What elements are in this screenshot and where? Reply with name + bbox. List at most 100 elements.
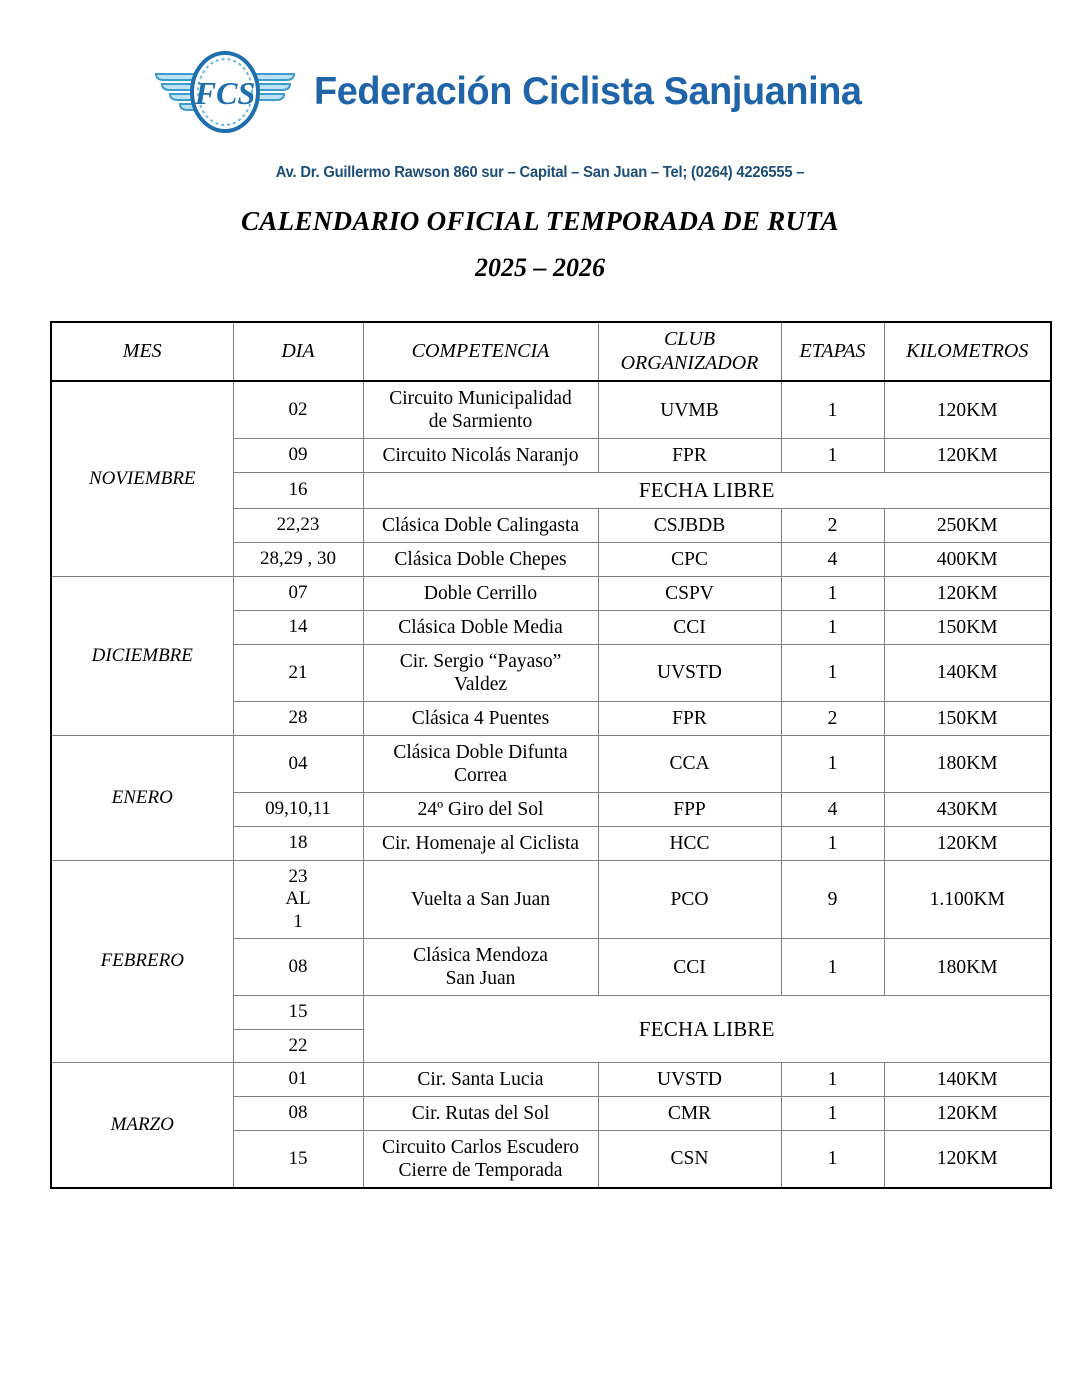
stages-cell: 1 [780,380,885,440]
calendar-table-wrap: MES DIA COMPETENCIA CLUB ORGANIZADOR ETA… [0,321,1080,1189]
stages-cell: 1 [780,938,885,997]
day-cell: 28,29 , 30 [232,541,364,577]
table-row-free-date: 15 FECHA LIBRE [51,995,1052,1063]
club-cell: UVSTD [597,1061,782,1097]
stages-cell: 1 [780,575,885,611]
competition-cell: 24º Giro del Sol [362,791,599,827]
table-row: 22,23 Clásica Doble Calingasta CSJBDB 2 … [51,507,1052,543]
club-cell: CSPV [597,575,782,611]
stages-cell: 9 [780,859,885,940]
stages-cell: 1 [780,1061,885,1097]
fcs-winged-emblem-icon: FCS [150,46,300,138]
stages-cell: 1 [780,825,885,861]
kilometers-cell: 430KM [883,791,1052,827]
day-cell: 22,23 [232,507,364,543]
table-row-free-date: 22 [51,1028,1051,1063]
column-header-club-organizador: CLUB ORGANIZADOR [597,321,782,383]
kilometers-cell: 150KM [883,609,1052,645]
table-row: DICIEMBRE 07 Doble Cerrillo CSPV 1 120KM [50,575,1052,736]
day-cell: 22 [232,1028,364,1063]
letterhead: FCS Federación Ciclista Sanjuanina [0,0,1080,138]
stages-cell: 4 [780,791,885,827]
table-row: 21 Cir. Sergio “Payaso” Valdez UVSTD 1 1… [51,643,1052,702]
table-row: MARZO 01 Cir. Santa Lucia UVSTD 1 140KM [50,1061,1052,1189]
club-cell: UVMB [597,380,782,440]
day-cell: 08 [232,1095,364,1131]
day-cell: 02 [232,380,364,440]
month-cell-febrero: FEBRERO [50,859,234,1063]
table-row: 15 Circuito Carlos Escudero Cierre de Te… [51,1129,1052,1189]
table-row: NOVIEMBRE 02 Circuito Municipalidad de S… [50,380,1052,577]
stages-cell: 1 [780,1095,885,1131]
table-row: FEBRERO 23 AL 1 Vuelta a San Juan PCO 9 … [50,859,1052,1063]
competition-cell: Cir. Rutas del Sol [362,1095,599,1131]
column-header-competencia: COMPETENCIA [362,321,599,383]
day-cell: 07 [232,575,364,611]
month-cell-diciembre: DICIEMBRE [50,575,234,736]
competition-cell: Clásica 4 Puentes [362,700,599,736]
club-cell: FPR [597,438,782,474]
club-cell: HCC [597,825,782,861]
day-cell: 21 [232,643,364,702]
stages-cell: 1 [780,734,885,793]
club-cell: CCI [597,609,782,645]
competition-cell: Vuelta a San Juan [362,859,599,940]
kilometers-cell: 120KM [883,1129,1052,1189]
kilometers-cell: 120KM [883,1095,1052,1131]
club-cell: PCO [597,859,782,940]
table-row: ENERO 04 Clásica Doble Difunta Correa CC… [50,734,1052,861]
table-row: 09,10,11 24º Giro del Sol FPP 4 430KM [51,791,1052,827]
table-row: 28 Clásica 4 Puentes FPR 2 150KM [51,700,1052,736]
stages-cell: 2 [780,507,885,543]
day-cell: 01 [232,1061,364,1097]
club-cell: CMR [597,1095,782,1131]
column-header-dia: DIA [232,321,364,383]
stages-cell: 1 [780,609,885,645]
kilometers-cell: 140KM [883,1061,1052,1097]
club-cell: CSN [597,1129,782,1189]
competition-cell: Clásica Mendoza San Juan [362,938,599,997]
day-cell: 16 [232,472,364,509]
day-cell: 09 [232,438,364,474]
table-row: 09 Circuito Nicolás Naranjo FPR 1 120KM [51,438,1052,474]
kilometers-cell: 120KM [883,438,1052,474]
kilometers-cell: 1.100KM [883,859,1052,940]
competition-cell: Circuito Nicolás Naranjo [362,438,599,474]
kilometers-cell: 120KM [883,575,1052,611]
competition-cell: Clásica Doble Media [362,609,599,645]
calendar-table: MES DIA COMPETENCIA CLUB ORGANIZADOR ETA… [50,321,1052,1189]
competition-cell: Cir. Sergio “Payaso” Valdez [362,643,599,702]
table-row: 08 Clásica Mendoza San Juan CCI 1 180KM [51,938,1052,997]
day-cell: 15 [232,1129,364,1189]
table-row: 08 Cir. Rutas del Sol CMR 1 120KM [51,1095,1052,1131]
day-cell: 18 [232,825,364,861]
table-row-free-date: 16 FECHA LIBRE [51,472,1052,509]
month-cell-enero: ENERO [50,734,234,861]
day-cell: 15 [232,995,364,1030]
column-header-kilometros: KILOMETROS [883,321,1052,383]
kilometers-cell: 140KM [883,643,1052,702]
stages-cell: 1 [780,643,885,702]
competition-cell: Clásica Doble Chepes [362,541,599,577]
club-cell: CSJBDB [597,507,782,543]
table-header-row: MES DIA COMPETENCIA CLUB ORGANIZADOR ETA… [50,321,1052,383]
day-cell: 09,10,11 [232,791,364,827]
free-date-cell: FECHA LIBRE [362,472,1052,509]
kilometers-cell: 150KM [883,700,1052,736]
day-cell: 14 [232,609,364,645]
competition-cell: Clásica Doble Calingasta [362,507,599,543]
stages-cell: 2 [780,700,885,736]
club-cell: CCI [597,938,782,997]
organization-name: Federación Ciclista Sanjuanina [314,70,862,113]
day-cell: 28 [232,700,364,736]
day-cell: 08 [232,938,364,997]
club-cell: CPC [597,541,782,577]
month-cell-noviembre: NOVIEMBRE [50,380,234,577]
stages-cell: 1 [780,438,885,474]
page-title: CALENDARIO OFICIAL TEMPORADA DE RUTA [241,206,839,236]
day-cell: 04 [232,734,364,793]
free-date-cell: FECHA LIBRE [362,995,1052,1063]
address-line: Av. Dr. Guillermo Rawson 860 sur – Capit… [275,164,805,181]
kilometers-cell: 180KM [883,938,1052,997]
competition-cell: Circuito Municipalidad de Sarmiento [362,380,599,440]
